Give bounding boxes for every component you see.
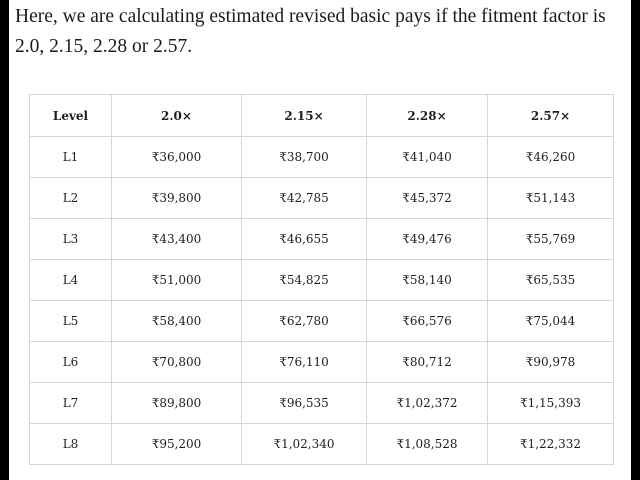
pay-cell: ₹75,044 <box>487 300 614 342</box>
table-row: L8 ₹95,200 ₹1,02,340 ₹1,08,528 ₹1,22,332 <box>29 423 614 465</box>
pay-cell: ₹89,800 <box>111 382 242 424</box>
pay-cell: ₹1,08,528 <box>366 423 488 465</box>
pay-cell: ₹43,400 <box>111 218 242 260</box>
table-row: L2 ₹39,800 ₹42,785 ₹45,372 ₹51,143 <box>29 177 614 219</box>
pay-cell: ₹55,769 <box>487 218 614 260</box>
table-row: L5 ₹58,400 ₹62,780 ₹66,576 ₹75,044 <box>29 300 614 342</box>
table-row: L3 ₹43,400 ₹46,655 ₹49,476 ₹55,769 <box>29 218 614 260</box>
pay-cell: ₹51,000 <box>111 259 242 301</box>
level-cell: L8 <box>29 423 112 465</box>
level-cell: L6 <box>29 341 112 383</box>
pay-cell: ₹1,02,340 <box>241 423 367 465</box>
article-page: Here, we are calculating estimated revis… <box>9 0 631 480</box>
pay-cell: ₹62,780 <box>241 300 367 342</box>
table-row: L7 ₹89,800 ₹96,535 ₹1,02,372 ₹1,15,393 <box>29 382 614 424</box>
pay-cell: ₹36,000 <box>111 136 242 178</box>
pay-cell: ₹95,200 <box>111 423 242 465</box>
header-factor-2-57: 2.57× <box>487 94 614 137</box>
level-cell: L2 <box>29 177 112 219</box>
pay-cell: ₹80,712 <box>366 341 488 383</box>
pay-cell: ₹76,110 <box>241 341 367 383</box>
pay-cell: ₹51,143 <box>487 177 614 219</box>
pay-cell: ₹46,260 <box>487 136 614 178</box>
pay-cell: ₹39,800 <box>111 177 242 219</box>
pay-cell: ₹42,785 <box>241 177 367 219</box>
pay-cell: ₹38,700 <box>241 136 367 178</box>
pay-cell: ₹70,800 <box>111 341 242 383</box>
intro-paragraph: Here, we are calculating estimated revis… <box>15 6 606 57</box>
pay-cell: ₹65,535 <box>487 259 614 301</box>
level-cell: L5 <box>29 300 112 342</box>
level-cell: L4 <box>29 259 112 301</box>
pay-cell: ₹41,040 <box>366 136 488 178</box>
header-factor-2-0: 2.0× <box>111 94 242 137</box>
pay-cell: ₹54,825 <box>241 259 367 301</box>
pay-cell: ₹1,15,393 <box>487 382 614 424</box>
level-cell: L1 <box>29 136 112 178</box>
pay-cell: ₹1,22,332 <box>487 423 614 465</box>
header-level: Level <box>29 94 112 137</box>
header-factor-2-15: 2.15× <box>241 94 367 137</box>
pay-cell: ₹90,978 <box>487 341 614 383</box>
pay-cell: ₹58,400 <box>111 300 242 342</box>
table-row: L6 ₹70,800 ₹76,110 ₹80,712 ₹90,978 <box>29 341 614 383</box>
revised-pay-table: Level 2.0× 2.15× 2.28× 2.57× L1 ₹36,000 … <box>29 94 614 465</box>
table-header-row: Level 2.0× 2.15× 2.28× 2.57× <box>29 94 614 137</box>
pay-cell: ₹96,535 <box>241 382 367 424</box>
pay-table-container: Level 2.0× 2.15× 2.28× 2.57× L1 ₹36,000 … <box>29 94 614 465</box>
table-row: L4 ₹51,000 ₹54,825 ₹58,140 ₹65,535 <box>29 259 614 301</box>
pay-cell: ₹66,576 <box>366 300 488 342</box>
level-cell: L3 <box>29 218 112 260</box>
pay-cell: ₹1,02,372 <box>366 382 488 424</box>
header-factor-2-28: 2.28× <box>366 94 488 137</box>
pay-cell: ₹58,140 <box>366 259 488 301</box>
pay-cell: ₹49,476 <box>366 218 488 260</box>
level-cell: L7 <box>29 382 112 424</box>
pay-cell: ₹45,372 <box>366 177 488 219</box>
table-row: L1 ₹36,000 ₹38,700 ₹41,040 ₹46,260 <box>29 136 614 178</box>
pay-cell: ₹46,655 <box>241 218 367 260</box>
